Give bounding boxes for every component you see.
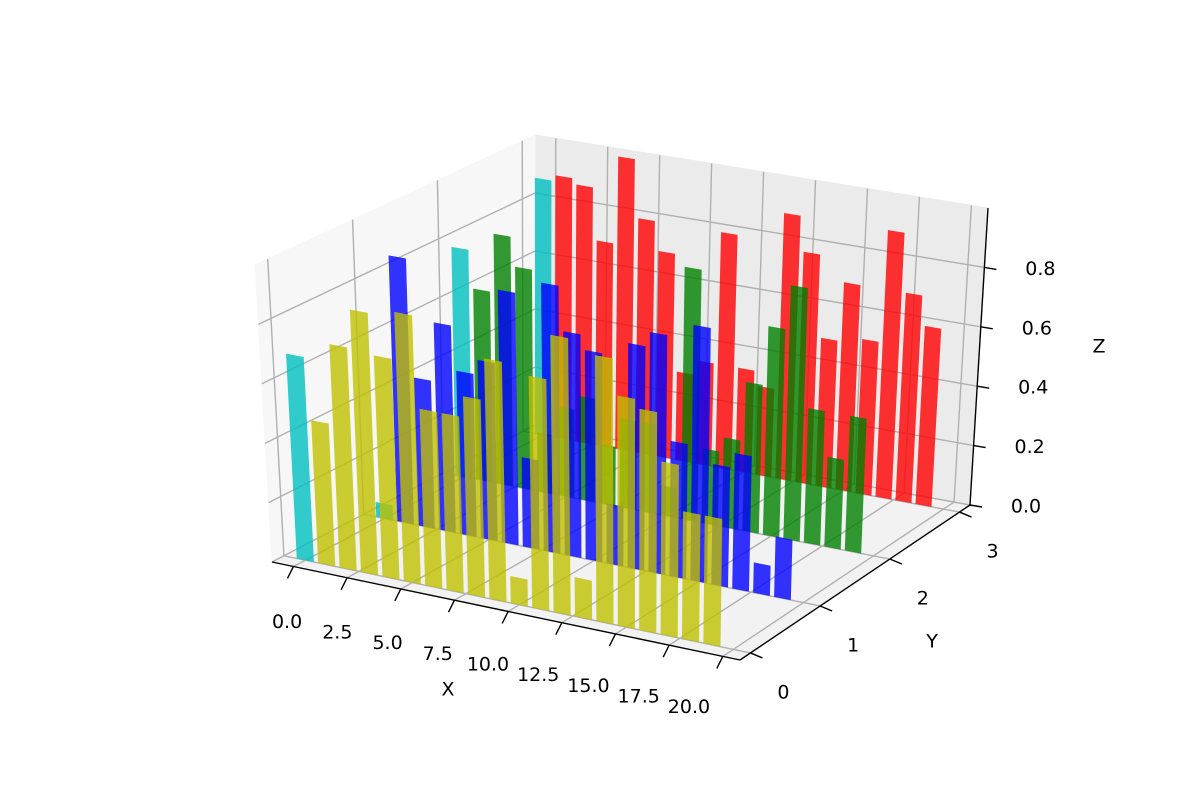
bar	[783, 285, 808, 542]
y-tick	[959, 511, 972, 518]
z-tick-label: 0.2	[1014, 436, 1044, 458]
bar	[286, 353, 314, 563]
z-tick-label: 0.8	[1025, 258, 1055, 280]
axis-line	[739, 504, 971, 661]
bar	[349, 309, 379, 576]
bar	[895, 292, 923, 504]
x-tick	[286, 566, 295, 579]
x-tick	[394, 588, 402, 602]
z-axis-label: Z	[1092, 336, 1105, 358]
x-tick-label: 5.0	[372, 632, 402, 654]
x-tick-label: 10.0	[467, 653, 509, 675]
x-tick	[555, 622, 563, 636]
y-tick	[889, 558, 903, 565]
bar	[681, 511, 701, 643]
x-tick	[716, 656, 724, 669]
z-tick-label: 0.0	[1011, 496, 1041, 518]
bar	[774, 536, 793, 601]
x-axis-label: X	[441, 679, 454, 701]
bar	[824, 456, 845, 550]
x-tick-label: 7.5	[423, 643, 453, 665]
x-tick	[340, 577, 348, 591]
bar	[617, 395, 636, 629]
axis-line	[969, 207, 989, 506]
y-axis-label: Y	[925, 631, 938, 653]
bar	[703, 515, 723, 647]
grid-line	[722, 501, 955, 657]
z-tick	[977, 385, 990, 389]
x-tick-label: 20.0	[668, 696, 710, 718]
bar	[329, 344, 357, 571]
z-tick	[984, 266, 997, 271]
bar	[574, 577, 593, 620]
bar	[639, 408, 658, 634]
bar	[515, 266, 534, 491]
y-tick-label: 0	[777, 681, 789, 703]
x-tick	[501, 611, 509, 624]
y-tick	[819, 605, 833, 612]
bar	[528, 375, 550, 612]
bar	[844, 415, 867, 554]
y-tick	[750, 652, 763, 659]
bar	[462, 396, 486, 598]
bar	[803, 408, 825, 546]
z-tick	[980, 326, 993, 330]
bar	[373, 355, 400, 580]
bar	[594, 355, 614, 625]
y-tick-label: 2	[917, 588, 929, 610]
x-tick	[447, 599, 456, 613]
x-tick-label: 0.0	[272, 611, 302, 633]
y-tick-label: 3	[986, 541, 998, 563]
bar	[915, 325, 942, 507]
z-tick-label: 0.6	[1022, 317, 1052, 339]
bar	[394, 311, 421, 585]
y-tick-label: 1	[847, 634, 859, 656]
bar	[875, 230, 905, 500]
bar	[419, 408, 443, 589]
z-tick-label: 0.4	[1018, 377, 1048, 399]
z-tick	[973, 444, 986, 449]
x-tick	[608, 633, 617, 647]
axis-line	[271, 561, 741, 661]
grid-line	[534, 192, 985, 269]
bar	[510, 575, 528, 607]
bar	[753, 562, 771, 596]
x-tick	[662, 644, 670, 658]
x-tick-label: 15.0	[567, 675, 609, 697]
bar	[715, 232, 738, 470]
grid-line	[267, 259, 285, 556]
bar	[484, 358, 507, 603]
bar	[762, 326, 786, 538]
bar	[660, 461, 679, 638]
z-tick	[969, 504, 983, 508]
bar	[732, 452, 752, 592]
x-tick-label: 2.5	[322, 621, 352, 643]
bar	[311, 420, 336, 567]
bar	[441, 412, 464, 594]
grid-line	[953, 205, 973, 503]
x-tick-label: 12.5	[517, 664, 559, 686]
x-tick-label: 17.5	[618, 685, 660, 707]
bar	[835, 282, 861, 493]
bar	[550, 334, 571, 616]
